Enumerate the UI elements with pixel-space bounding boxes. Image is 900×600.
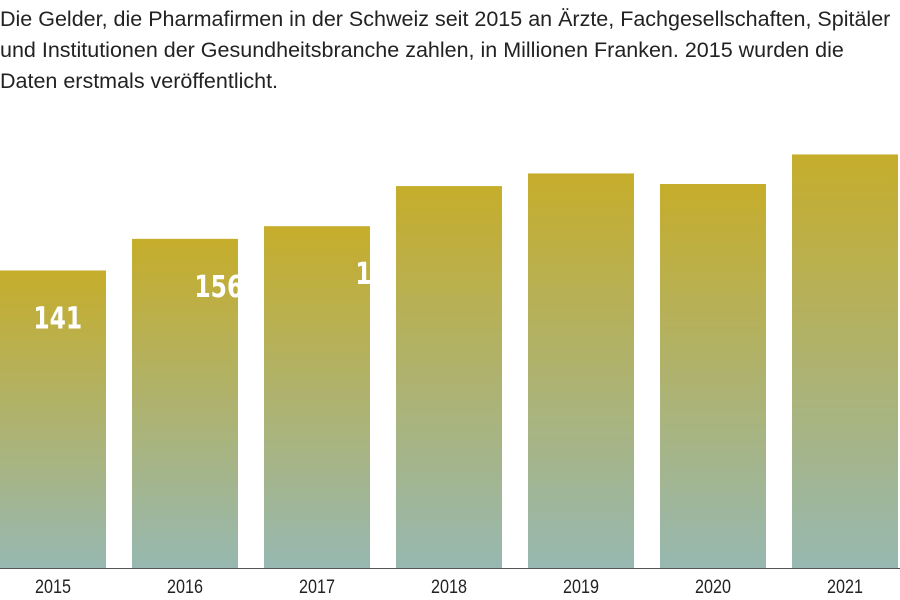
bar-2018 xyxy=(396,186,502,568)
bar-2016 xyxy=(132,238,238,568)
chart-title: Die Gelder, die Pharmafirmen in der Schw… xyxy=(0,7,891,93)
bar-2017 xyxy=(264,226,370,568)
x-tick-label-2019: 2019 xyxy=(563,576,599,598)
x-tick-label-2021: 2021 xyxy=(827,576,863,598)
x-tick-label-2015: 2015 xyxy=(35,576,71,598)
x-tick-label-2016: 2016 xyxy=(167,576,203,598)
bar-2015 xyxy=(0,270,106,568)
bar-2019 xyxy=(528,173,634,568)
x-tick-label-2017: 2017 xyxy=(299,576,335,598)
data-label-2016: 156 xyxy=(194,270,243,305)
x-tick-label-2018: 2018 xyxy=(431,576,467,598)
x-tick-label-2020: 2020 xyxy=(695,576,731,598)
data-label-2015: 141 xyxy=(33,302,82,337)
bar-2020 xyxy=(660,183,766,569)
bar-2021 xyxy=(792,154,898,568)
